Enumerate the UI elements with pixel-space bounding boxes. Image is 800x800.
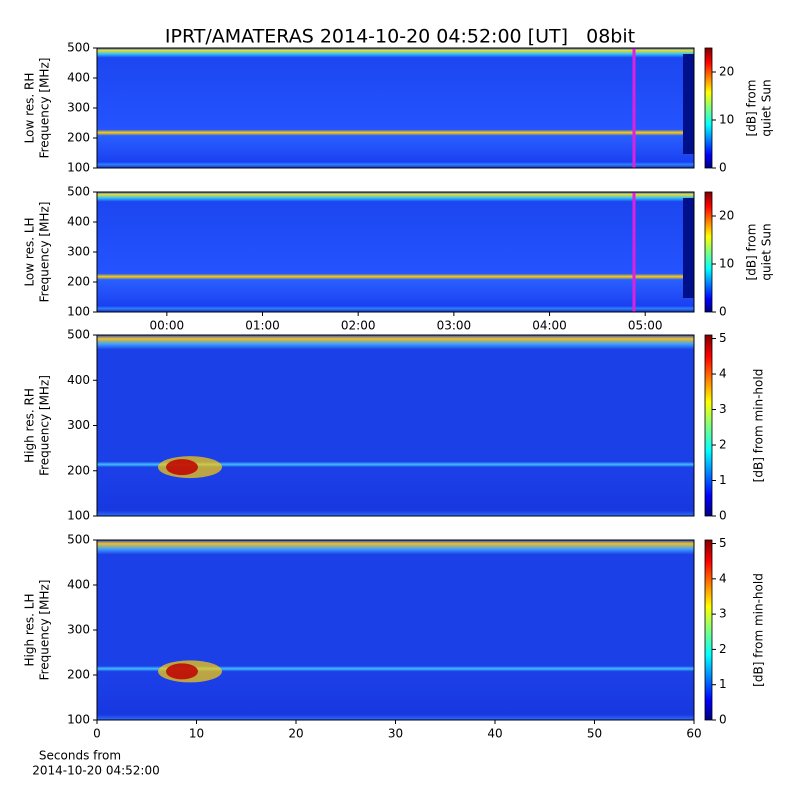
colorbar-label: [dB] from min-hold (752, 369, 766, 483)
colorbar-tick-label: 20 (719, 65, 734, 79)
y-axis-label: Frequency [MHz] (38, 580, 52, 681)
x-tick-label: 60 (686, 727, 701, 741)
x-tick-label: 30 (388, 727, 403, 741)
y-tick-label: 500 (67, 328, 90, 342)
colorbar-tick-label: 4 (719, 571, 727, 585)
y-tick-label: 500 (67, 533, 90, 547)
colorbar-label: quiet Sun (760, 79, 774, 136)
colorbar-tick-label: 3 (719, 607, 727, 621)
y-tick-label: 500 (67, 185, 90, 199)
colorbar-tick-label: 0 (719, 713, 727, 727)
edge-shade (683, 54, 694, 154)
colorbar-tick-label: 2 (719, 642, 727, 656)
decor (97, 48, 694, 720)
y-axis-label: Frequency [MHz] (38, 375, 52, 476)
x-axis-label: Seconds from (39, 749, 121, 763)
y-tick-label: 200 (67, 463, 90, 477)
x-tick-label: 50 (587, 727, 602, 741)
colorbar-tick-label: 5 (719, 331, 727, 345)
y-tick-label: 300 (67, 245, 90, 259)
colorbar-tick-label: 0 (719, 509, 727, 523)
colorbar (704, 334, 713, 517)
colorbar (704, 191, 713, 313)
y-tick-label: 200 (67, 668, 90, 682)
colorbar-label: [dB] from (745, 80, 759, 137)
y-tick-label: 400 (67, 215, 90, 229)
colorbar-label: quiet Sun (760, 223, 774, 280)
x-tick-label: 05:00 (628, 319, 663, 333)
y-tick-label: 500 (67, 41, 90, 55)
colorbar-tick-label: 0 (719, 161, 727, 175)
x-axis-label: 2014-10-20 04:52:00 (32, 764, 159, 778)
burst-core (166, 459, 198, 476)
edge-shade (683, 198, 694, 298)
x-tick-label: 20 (288, 727, 303, 741)
y-tick-label: 300 (67, 101, 90, 115)
y-axis-label: High res. RH (23, 388, 37, 463)
colorbar-tick-label: 10 (719, 113, 734, 127)
x-tick-label: 03:00 (437, 319, 472, 333)
x-tick-label: 02:00 (341, 319, 376, 333)
spectrogram (97, 335, 694, 516)
y-tick-label: 400 (67, 578, 90, 592)
spectrogram (97, 48, 694, 168)
y-tick-label: 300 (67, 418, 90, 432)
colorbar-tick-label: 10 (719, 257, 734, 271)
x-tick-label: 40 (487, 727, 502, 741)
y-axis-label: High res. LH (23, 593, 37, 666)
y-tick-label: 200 (67, 275, 90, 289)
y-tick-label: 100 (67, 305, 90, 319)
colorbar-tick-label: 4 (719, 367, 727, 381)
y-tick-label: 200 (67, 131, 90, 145)
spectrogram (97, 192, 694, 312)
y-tick-label: 100 (67, 713, 90, 727)
burst-core (166, 663, 198, 680)
colorbar-tick-label: 1 (719, 677, 727, 691)
y-axis-label: Frequency [MHz] (38, 202, 52, 303)
x-tick-label: 04:00 (532, 319, 567, 333)
chart-title: IPRT/AMATERAS 2014-10-20 04:52:00 [UT] 0… (165, 26, 635, 48)
x-tick-label: 01:00 (245, 319, 280, 333)
colorbar-label: [dB] from min-hold (752, 573, 766, 687)
y-axis-label: Frequency [MHz] (38, 58, 52, 159)
colorbar-tick-label: 2 (719, 438, 727, 452)
colorbar-tick-label: 20 (719, 209, 734, 223)
colorbar (704, 47, 713, 169)
colorbar-label: [dB] from (745, 224, 759, 281)
y-tick-label: 400 (67, 71, 90, 85)
y-tick-label: 300 (67, 623, 90, 637)
y-axis-label: Low res. RH (23, 73, 37, 144)
colorbar-tick-label: 1 (719, 473, 727, 487)
x-tick-label: 10 (189, 727, 204, 741)
colorbar-tick-label: 3 (719, 402, 727, 416)
spectrogram (97, 540, 694, 720)
colorbar (704, 539, 713, 721)
colorbar-tick-label: 5 (719, 536, 727, 550)
y-tick-label: 100 (67, 161, 90, 175)
x-tick-label: 00:00 (150, 319, 185, 333)
y-tick-label: 400 (67, 373, 90, 387)
y-tick-label: 100 (67, 509, 90, 523)
colorbar-tick-label: 0 (719, 305, 727, 319)
y-axis-label: Low res. LH (23, 217, 37, 286)
x-tick-label: 0 (93, 727, 101, 741)
